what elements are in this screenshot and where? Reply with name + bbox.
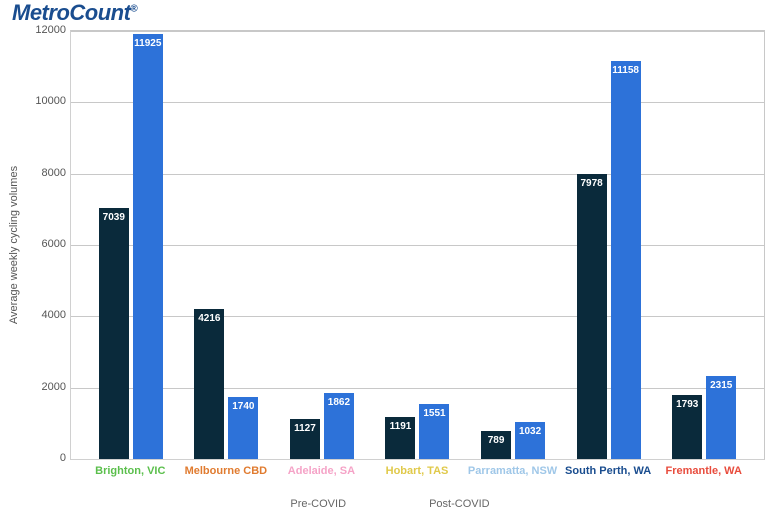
y-tick-label: 0: [16, 452, 66, 464]
legend-pre: Pre-COVID: [290, 498, 346, 510]
bar-pre: 4216: [194, 309, 224, 459]
bar-pre: 7039: [99, 208, 129, 459]
bar-pre: 1127: [290, 419, 320, 459]
bar-value-label: 789: [481, 435, 511, 446]
gridline: [71, 316, 764, 317]
bar-post: 11925: [133, 34, 163, 459]
category-label: South Perth, WA: [559, 465, 658, 477]
y-tick-label: 2000: [16, 381, 66, 393]
bar-post: 2315: [706, 376, 736, 459]
legend-post: Post-COVID: [429, 498, 490, 510]
bar-value-label: 1862: [324, 397, 354, 408]
chart-plot-area: 7039 11925 4216 1740 1127 1862 1191 1551 789 1032…: [70, 30, 765, 460]
bar-value-label: 7039: [99, 212, 129, 223]
bar-value-label: 2315: [706, 380, 736, 391]
bar-post: 1032: [515, 422, 545, 459]
y-tick-label: 10000: [16, 95, 66, 107]
category-label: Parramatta, NSW: [463, 465, 562, 477]
bar-value-label: 4216: [194, 313, 224, 324]
brand-name: MetroCount: [12, 0, 130, 25]
gridline: [71, 245, 764, 246]
y-tick-label: 8000: [16, 167, 66, 179]
bar-value-label: 7978: [577, 178, 607, 189]
bar-value-label: 11925: [133, 38, 163, 49]
bar-value-label: 11158: [611, 65, 641, 76]
bar-post: 11158: [611, 61, 641, 459]
legend: Pre-COVID Post-COVID: [0, 498, 780, 510]
bar-value-label: 1551: [419, 408, 449, 419]
bar-pre: 1793: [672, 395, 702, 459]
bar-value-label: 1127: [290, 423, 320, 434]
category-label: Hobart, TAS: [368, 465, 467, 477]
category-label: Fremantle, WA: [654, 465, 753, 477]
gridline: [71, 174, 764, 175]
bar-value-label: 1191: [385, 421, 415, 432]
bar-pre: 7978: [577, 174, 607, 459]
y-tick-label: 4000: [16, 309, 66, 321]
gridline: [71, 102, 764, 103]
category-label: Adelaide, SA: [272, 465, 371, 477]
gridline: [71, 31, 764, 32]
y-tick-label: 6000: [16, 238, 66, 250]
category-label: Brighton, VIC: [81, 465, 180, 477]
bar-pre: 789: [481, 431, 511, 459]
brand-reg: ®: [130, 4, 137, 15]
bar-pre: 1191: [385, 417, 415, 459]
y-tick-label: 12000: [16, 24, 66, 36]
gridline: [71, 388, 764, 389]
bar-value-label: 1740: [228, 401, 258, 412]
category-label: Melbourne CBD: [176, 465, 275, 477]
bar-post: 1740: [228, 397, 258, 459]
bar-value-label: 1032: [515, 426, 545, 437]
brand-logo: MetroCount®: [12, 0, 137, 26]
bar-value-label: 1793: [672, 399, 702, 410]
bar-post: 1862: [324, 393, 354, 459]
bar-post: 1551: [419, 404, 449, 459]
